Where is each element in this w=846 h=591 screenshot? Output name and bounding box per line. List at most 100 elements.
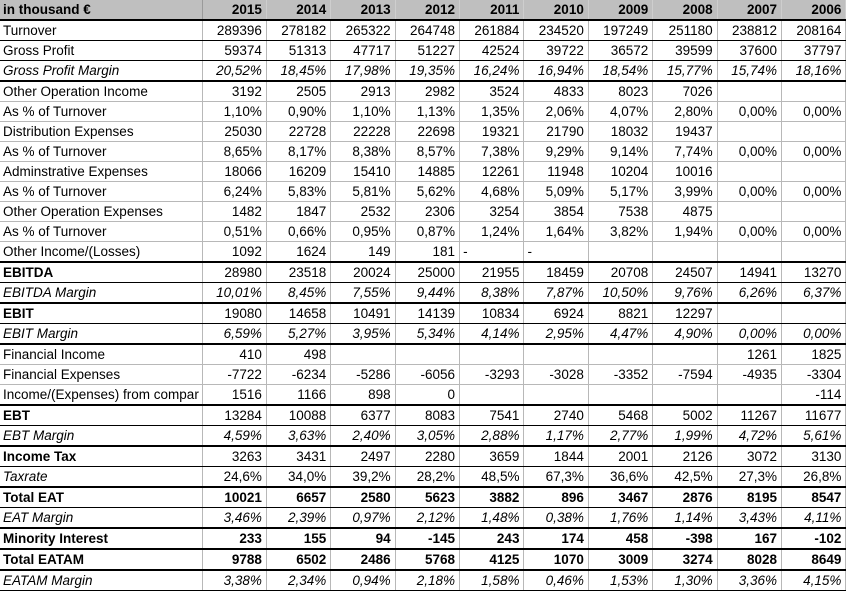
row-label[interactable]: Taxrate bbox=[0, 466, 203, 488]
value-cell[interactable]: 39,2% bbox=[330, 466, 396, 488]
value-cell[interactable]: 0 bbox=[395, 384, 461, 406]
value-cell[interactable]: 4,68% bbox=[459, 181, 525, 202]
value-cell[interactable] bbox=[717, 384, 783, 406]
value-cell[interactable]: 7538 bbox=[588, 201, 654, 222]
value-cell[interactable]: 4,72% bbox=[717, 425, 783, 447]
row-label[interactable]: As % of Turnover bbox=[0, 101, 203, 122]
value-cell[interactable]: 2126 bbox=[652, 446, 718, 467]
value-cell[interactable]: 4,15% bbox=[781, 570, 846, 591]
value-cell[interactable]: 6,24% bbox=[202, 181, 267, 202]
value-cell[interactable]: 3,46% bbox=[202, 507, 267, 529]
value-cell[interactable]: 5,17% bbox=[588, 181, 654, 202]
value-cell[interactable]: 22728 bbox=[266, 121, 332, 142]
row-label[interactable]: Gross Profit Margin bbox=[0, 60, 203, 82]
value-cell[interactable]: 2,80% bbox=[652, 101, 718, 122]
value-cell[interactable]: 8083 bbox=[395, 405, 461, 426]
value-cell[interactable]: 8195 bbox=[717, 487, 783, 508]
value-cell[interactable]: 8,65% bbox=[202, 141, 267, 162]
value-cell[interactable]: 2,77% bbox=[588, 425, 654, 447]
value-cell[interactable]: 19437 bbox=[652, 121, 718, 142]
value-cell[interactable]: 289396 bbox=[202, 20, 267, 41]
value-cell[interactable]: 10834 bbox=[459, 303, 525, 324]
value-cell[interactable] bbox=[717, 241, 783, 263]
value-cell[interactable]: 3,82% bbox=[588, 221, 654, 242]
value-cell[interactable] bbox=[717, 303, 783, 324]
row-label[interactable]: EBIT bbox=[0, 303, 203, 324]
value-cell[interactable]: 19,35% bbox=[395, 60, 461, 82]
value-cell[interactable]: 8821 bbox=[588, 303, 654, 324]
year-header-cell[interactable]: 2014 bbox=[266, 0, 332, 21]
value-cell[interactable]: 0,00% bbox=[781, 141, 846, 162]
value-cell[interactable]: 6,37% bbox=[781, 282, 846, 304]
value-cell[interactable]: 36572 bbox=[588, 40, 654, 61]
value-cell[interactable] bbox=[588, 344, 654, 365]
value-cell[interactable]: 18066 bbox=[202, 161, 267, 182]
value-cell[interactable]: 1,94% bbox=[652, 221, 718, 242]
value-cell[interactable]: 8023 bbox=[588, 81, 654, 102]
value-cell[interactable]: 16209 bbox=[266, 161, 332, 182]
year-header-cell[interactable]: 2015 bbox=[202, 0, 267, 21]
value-cell[interactable]: 7,55% bbox=[330, 282, 396, 304]
value-cell[interactable]: 12297 bbox=[652, 303, 718, 324]
value-cell[interactable]: 28,2% bbox=[395, 466, 461, 488]
value-cell[interactable]: 28980 bbox=[202, 262, 267, 283]
value-cell[interactable]: 18,16% bbox=[781, 60, 846, 82]
value-cell[interactable]: 0,00% bbox=[717, 101, 783, 122]
value-cell[interactable]: 10204 bbox=[588, 161, 654, 182]
value-cell[interactable]: 2001 bbox=[588, 446, 654, 467]
value-cell[interactable]: 47717 bbox=[330, 40, 396, 61]
value-cell[interactable]: 0,94% bbox=[330, 570, 396, 591]
value-cell[interactable]: 5623 bbox=[395, 487, 461, 508]
value-cell[interactable]: 9788 bbox=[202, 549, 267, 571]
row-label[interactable]: Other Operation Expenses bbox=[0, 201, 203, 222]
value-cell[interactable]: 10,50% bbox=[588, 282, 654, 304]
value-cell[interactable]: 21790 bbox=[523, 121, 589, 142]
value-cell[interactable]: -398 bbox=[652, 528, 718, 550]
value-cell[interactable]: 48,5% bbox=[459, 466, 525, 488]
value-cell[interactable]: 3130 bbox=[781, 446, 846, 467]
value-cell[interactable]: 2740 bbox=[523, 405, 589, 426]
year-header-cell[interactable]: 2008 bbox=[652, 0, 718, 21]
value-cell[interactable]: 59374 bbox=[202, 40, 267, 61]
value-cell[interactable]: 42,5% bbox=[652, 466, 718, 488]
value-cell[interactable]: 2,40% bbox=[330, 425, 396, 447]
value-cell[interactable]: 0,00% bbox=[717, 181, 783, 202]
row-label[interactable]: Distribution Expenses bbox=[0, 121, 203, 142]
value-cell[interactable]: 94 bbox=[330, 528, 396, 550]
value-cell[interactable]: 0,38% bbox=[523, 507, 589, 529]
value-cell[interactable]: -5286 bbox=[330, 364, 396, 385]
value-cell[interactable]: 3274 bbox=[652, 549, 718, 571]
row-label[interactable]: Financial Income bbox=[0, 344, 203, 365]
value-cell[interactable] bbox=[717, 121, 783, 142]
value-cell[interactable]: 18,45% bbox=[266, 60, 332, 82]
value-cell[interactable]: 24,6% bbox=[202, 466, 267, 488]
value-cell[interactable]: 13284 bbox=[202, 405, 267, 426]
value-cell[interactable]: 3192 bbox=[202, 81, 267, 102]
row-label[interactable]: Other Operation Income bbox=[0, 81, 203, 102]
value-cell[interactable]: 12261 bbox=[459, 161, 525, 182]
row-label[interactable]: Total EATAM bbox=[0, 549, 203, 571]
value-cell[interactable]: 16,24% bbox=[459, 60, 525, 82]
value-cell[interactable]: 0,66% bbox=[266, 221, 332, 242]
value-cell[interactable] bbox=[717, 201, 783, 222]
value-cell[interactable]: 16,94% bbox=[523, 60, 589, 82]
value-cell[interactable]: 0,97% bbox=[330, 507, 396, 529]
value-cell[interactable]: 2,18% bbox=[395, 570, 461, 591]
value-cell[interactable]: 1844 bbox=[523, 446, 589, 467]
value-cell[interactable]: 22698 bbox=[395, 121, 461, 142]
value-cell[interactable]: 37600 bbox=[717, 40, 783, 61]
value-cell[interactable]: 51227 bbox=[395, 40, 461, 61]
row-label[interactable]: Income Tax bbox=[0, 446, 203, 467]
value-cell[interactable]: 1,35% bbox=[459, 101, 525, 122]
value-cell[interactable]: 20,52% bbox=[202, 60, 267, 82]
value-cell[interactable]: 18032 bbox=[588, 121, 654, 142]
unit-label-cell[interactable]: in thousand € bbox=[0, 0, 203, 21]
value-cell[interactable]: 1,14% bbox=[652, 507, 718, 529]
value-cell[interactable]: 9,29% bbox=[523, 141, 589, 162]
value-cell[interactable]: 19321 bbox=[459, 121, 525, 142]
value-cell[interactable]: 6502 bbox=[266, 549, 332, 571]
value-cell[interactable]: 5,34% bbox=[395, 323, 461, 345]
value-cell[interactable]: 11677 bbox=[781, 405, 846, 426]
value-cell[interactable]: 1482 bbox=[202, 201, 267, 222]
value-cell[interactable]: 8547 bbox=[781, 487, 846, 508]
